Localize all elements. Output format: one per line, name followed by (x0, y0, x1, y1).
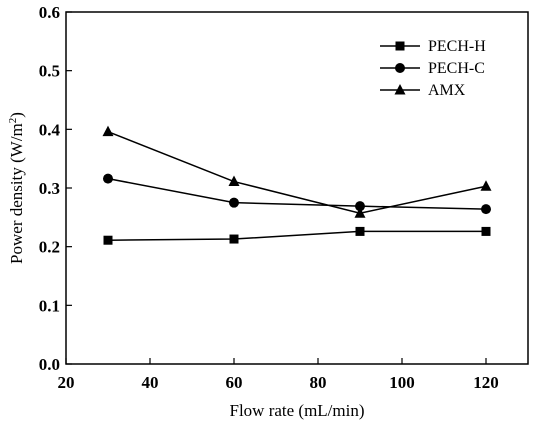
legend-marker-pech-c (395, 63, 405, 73)
legend-label-pech-c: PECH-C (428, 60, 485, 77)
series-line-pech-h (107, 230, 486, 241)
x-tick-label: 60 (226, 373, 243, 392)
data-point-pech-c (481, 204, 491, 215)
series-line-pech-c (107, 177, 487, 210)
data-point-pech-c (355, 201, 365, 212)
y-tick-label: 0.6 (39, 3, 60, 22)
y-tick-label: 0.1 (39, 296, 60, 315)
data-point-pech-h (481, 226, 491, 236)
y-tick-label: 0.0 (39, 355, 60, 374)
x-tick-label: 100 (389, 373, 415, 392)
data-point-pech-h (103, 235, 113, 245)
x-tick-label: 120 (473, 373, 499, 392)
data-point-pech-c (229, 197, 239, 208)
y-tick-label: 0.4 (39, 120, 61, 139)
data-point-pech-h (229, 234, 239, 244)
y-tick-label: 0.3 (39, 179, 60, 198)
y-axis-label-end: ) (7, 112, 26, 118)
legend-label-amx: AMX (428, 82, 466, 99)
x-axis-label: Flow rate (mL/min) (229, 401, 364, 420)
y-axis-label: Power density (W/m2) (7, 112, 26, 264)
legend-marker-pech-h (395, 41, 405, 51)
y-tick-label: 0.2 (39, 238, 60, 257)
data-point-amx (480, 180, 492, 191)
y-tick-label: 0.5 (39, 62, 60, 81)
y-axis-label-main: Power density (W/m (7, 123, 26, 264)
data-point-amx (102, 125, 114, 137)
x-tick-label: 20 (58, 373, 75, 392)
data-point-pech-c (103, 173, 113, 184)
data-point-pech-h (355, 226, 365, 236)
x-tick-label: 40 (142, 373, 159, 392)
data-point-amx (228, 175, 240, 187)
legend-marker-amx (394, 84, 406, 95)
y-axis-label-superscript: 2 (7, 118, 19, 124)
x-tick-label: 80 (310, 373, 327, 392)
legend-label-pech-h: PECH-H (428, 38, 486, 55)
data-point-amx (354, 207, 366, 218)
series-line-amx (107, 130, 487, 214)
